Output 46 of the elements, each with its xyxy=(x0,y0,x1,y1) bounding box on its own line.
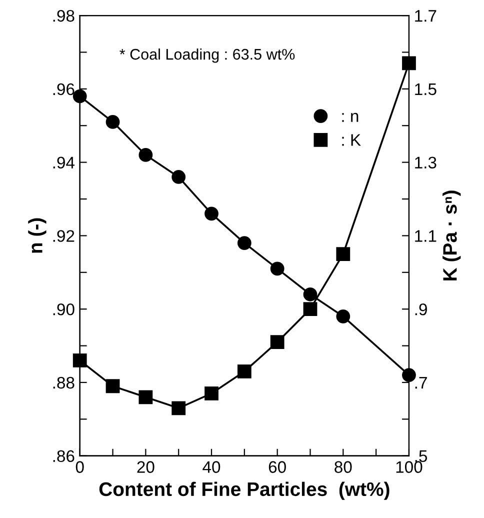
point xyxy=(237,236,252,250)
point xyxy=(237,364,252,378)
point xyxy=(336,247,350,261)
y2-axis-title: K (Pa · sⁿ) xyxy=(442,190,461,280)
y-tick-label: .98 xyxy=(53,10,74,22)
point xyxy=(303,287,318,302)
legend-label: : K xyxy=(342,134,361,146)
point xyxy=(106,379,120,394)
point xyxy=(172,170,186,184)
x-tick-label: 100 xyxy=(396,461,422,473)
point xyxy=(402,368,416,382)
x-axis-title: Content of Fine Particles (wt%) xyxy=(99,482,390,500)
point xyxy=(402,56,416,70)
y2-tick-label: .5 xyxy=(415,450,428,462)
y2-tick-label: 1.5 xyxy=(415,83,436,96)
y-tick-label: .96 xyxy=(53,83,74,96)
y2-tick-label: .7 xyxy=(415,377,427,388)
y2-tick-label: 1.3 xyxy=(415,156,436,169)
y-axis-title: n (-) xyxy=(28,218,46,253)
point xyxy=(204,386,218,400)
point xyxy=(172,401,186,416)
y2-tick-label: 1.1 xyxy=(415,230,436,242)
y2-tick-label: .9 xyxy=(415,303,427,316)
x-tick-label: 40 xyxy=(202,461,220,473)
point xyxy=(303,302,318,316)
point xyxy=(72,353,87,368)
point xyxy=(106,115,120,129)
point xyxy=(138,390,153,404)
annotation: * Coal Loading : 63.5 wt% xyxy=(120,48,295,63)
point xyxy=(72,89,87,104)
x-tick-label: 80 xyxy=(334,461,352,473)
x-tick-label: 20 xyxy=(137,461,154,473)
point xyxy=(336,309,350,324)
x-tick-label: 60 xyxy=(268,461,286,473)
y-tick-label: .94 xyxy=(53,156,75,169)
y-tick-label: .92 xyxy=(53,230,74,242)
point xyxy=(204,206,218,221)
y2-tick-label: 1.7 xyxy=(415,10,436,22)
point xyxy=(270,335,284,350)
x-tick-label: 0 xyxy=(76,461,84,473)
point xyxy=(138,148,153,162)
y-tick-label: .86 xyxy=(53,450,74,462)
legend-label: : n xyxy=(342,112,358,122)
y-tick-label: .88 xyxy=(53,376,74,389)
point xyxy=(270,262,284,276)
y-tick-label: .90 xyxy=(53,303,74,316)
